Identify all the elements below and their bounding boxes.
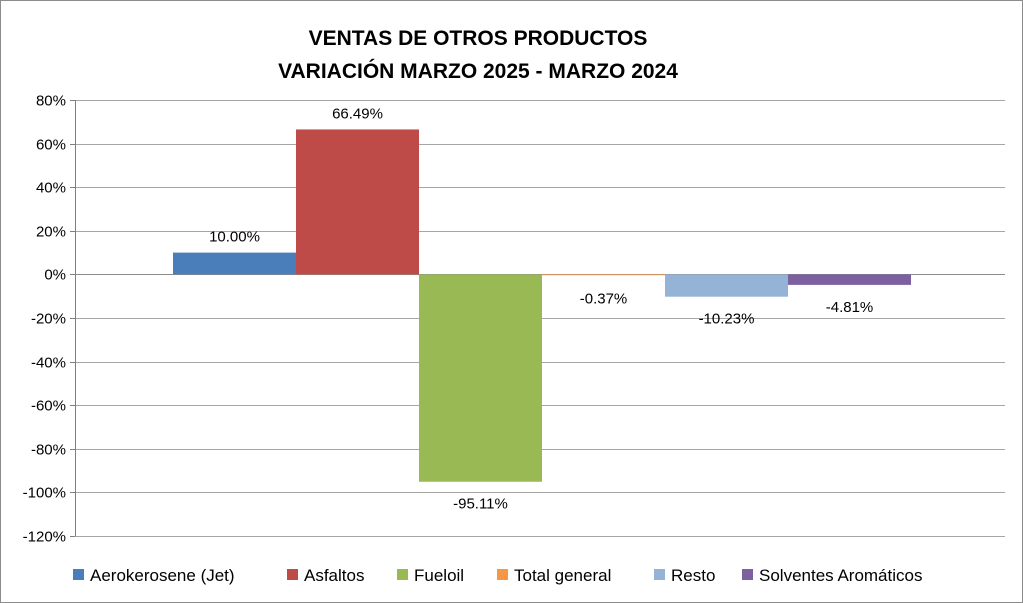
bar-asfaltos — [296, 129, 419, 275]
legend-entry-label: Asfaltos — [304, 566, 364, 585]
legend-entry-label: Solventes Aromáticos — [759, 566, 922, 585]
legend-swatch — [497, 569, 508, 580]
data-label: -4.81% — [826, 299, 874, 316]
data-label: 10.00% — [209, 229, 260, 246]
data-label: -0.37% — [580, 290, 628, 307]
bar-total-general — [542, 274, 665, 276]
data-label: -95.11% — [453, 496, 508, 513]
y-tick-label: -100% — [23, 485, 66, 502]
legend-swatch — [397, 569, 408, 580]
bar-solventes-arom-ticos — [788, 274, 911, 285]
bars — [173, 129, 911, 482]
legend-entry-label: Total general — [514, 566, 611, 585]
y-tick-label: -120% — [23, 529, 66, 546]
y-tick-label: -80% — [31, 442, 66, 459]
y-axis: 80% 60% 40% 20% 0% -20% -40% -60% -80% -100% -120% — [23, 93, 1005, 546]
y-tick-label: -20% — [31, 311, 66, 328]
y-tick-label: 60% — [36, 137, 66, 154]
y-tick-label: -40% — [31, 355, 66, 372]
data-labels: 10.00% 66.49% -95.11% -0.37% -10.23% -4.81% — [209, 105, 873, 512]
data-label: 66.49% — [332, 105, 383, 122]
y-tick-label: -60% — [31, 398, 66, 415]
chart-title-line-1: VENTAS DE OTROS PRODUCTOS — [309, 27, 648, 50]
legend-entry-label: Fueloil — [414, 566, 464, 585]
legend-entry-label: Aerokerosene (Jet) — [90, 566, 235, 585]
chart-title-line-2: VARIACIÓN MARZO 2025 - MARZO 2024 — [278, 59, 678, 83]
y-tick-label: 80% — [36, 93, 66, 110]
legend-swatch — [742, 569, 753, 580]
legend-swatch — [287, 569, 298, 580]
legend: Aerokerosene (Jet) Asfaltos Fueloil Total g… — [73, 566, 922, 585]
data-label: -10.23% — [699, 311, 755, 328]
bar-resto — [665, 274, 788, 297]
legend-entry-label: Resto — [671, 566, 715, 585]
y-tick-label: 40% — [36, 180, 66, 197]
y-tick-label: 20% — [36, 224, 66, 241]
legend-swatch — [654, 569, 665, 580]
legend-swatch — [73, 569, 84, 580]
y-tick-label: 0% — [44, 267, 66, 284]
bar-fueloil — [419, 274, 542, 482]
bar-aerokerosene-jet — [173, 252, 296, 275]
